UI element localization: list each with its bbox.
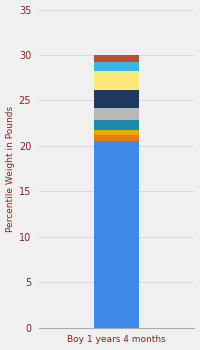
Bar — [94, 120, 139, 131]
Y-axis label: Percentile Weight in Pounds: Percentile Weight in Pounds — [6, 106, 15, 232]
Bar — [94, 108, 139, 120]
Bar — [94, 55, 139, 62]
Bar — [94, 90, 139, 108]
Bar — [94, 131, 139, 135]
Bar — [94, 62, 139, 71]
Bar — [94, 71, 139, 90]
Bar — [94, 141, 139, 328]
Bar — [94, 135, 139, 141]
